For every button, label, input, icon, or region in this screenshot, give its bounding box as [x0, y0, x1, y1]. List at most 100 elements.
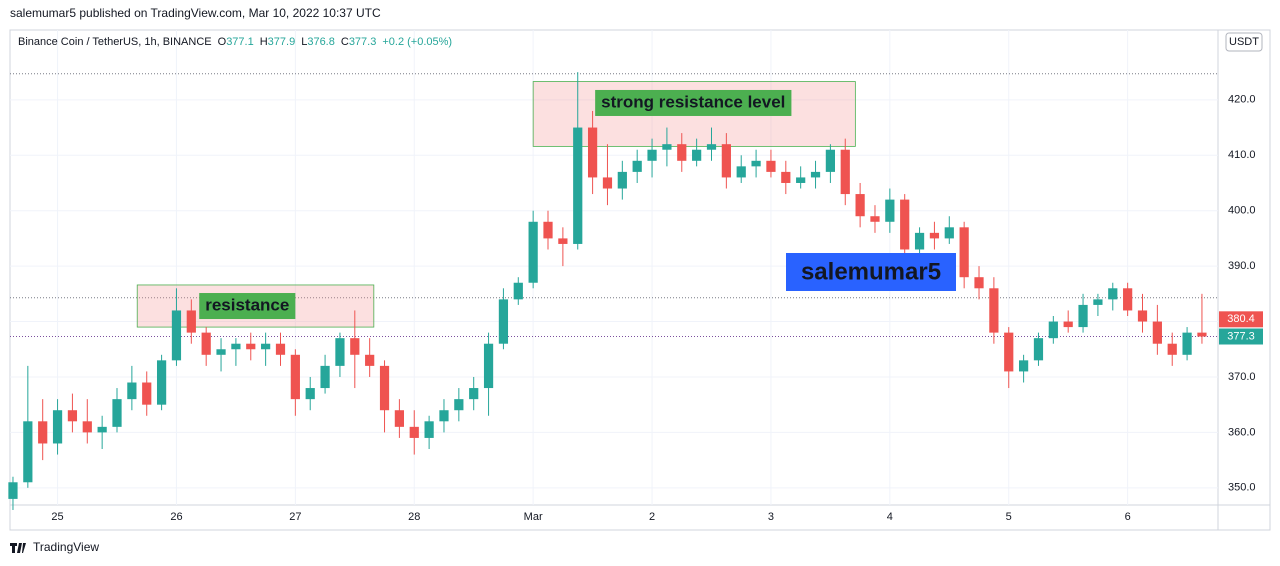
candle-body — [8, 482, 18, 499]
candle-body — [632, 160, 642, 172]
candle-body — [900, 199, 910, 250]
candle-body — [721, 144, 731, 178]
candle-body — [870, 216, 880, 222]
candle-body — [186, 310, 196, 333]
y-tick-label: 390.0 — [1228, 260, 1256, 272]
zone-label-box — [595, 89, 792, 116]
candle-body — [677, 144, 687, 161]
price-label-box — [1219, 328, 1263, 345]
candle-body — [290, 354, 300, 400]
legend-value: 376.8 — [307, 36, 335, 48]
candle-body — [1078, 304, 1088, 328]
y-tick-label: 350.0 — [1228, 482, 1256, 494]
candle-body — [52, 410, 63, 444]
candle-body — [112, 399, 122, 427]
candle-body — [1123, 288, 1133, 311]
zone-label: resistance — [205, 296, 289, 315]
x-tick-label: 6 — [1125, 511, 1131, 523]
y-tick-label: 410.0 — [1228, 149, 1256, 161]
currency: USDT — [1229, 36, 1259, 48]
legend-label: H — [260, 36, 268, 48]
legend-value: +0.2 (+0.05%) — [382, 36, 452, 48]
candle-body — [246, 343, 256, 350]
candle-body — [1033, 338, 1044, 361]
candle-body — [796, 177, 806, 183]
candle-body — [142, 382, 152, 405]
candle-body — [156, 360, 167, 405]
candle-body — [483, 343, 494, 389]
price-label: 377.3 — [1227, 330, 1255, 342]
candle-body — [647, 149, 657, 161]
candle-body — [885, 199, 895, 222]
candle-body — [662, 144, 672, 150]
footer-logo — [10, 543, 26, 553]
y-tick-label: 370.0 — [1228, 371, 1256, 383]
candle-body — [1048, 321, 1058, 339]
x-tick-label: 5 — [1006, 511, 1012, 523]
candle-body — [825, 149, 836, 172]
legend-label: C — [341, 36, 349, 48]
x-tick-label: 4 — [887, 511, 893, 523]
candle-body — [1182, 332, 1192, 355]
candle-body — [82, 421, 92, 433]
candle-body — [365, 354, 375, 366]
candle-body — [231, 343, 241, 350]
candle-body — [1108, 288, 1118, 300]
candle-body — [914, 232, 925, 250]
candle-body — [543, 221, 553, 239]
price-label-box — [1219, 311, 1263, 328]
candle-body — [409, 426, 419, 438]
watermark-box — [786, 253, 956, 291]
x-tick-label: 2 — [649, 511, 655, 523]
candle-body — [38, 421, 48, 444]
candle-body — [127, 382, 137, 400]
candle-body — [335, 338, 345, 366]
candle-body — [766, 160, 776, 172]
candle-body — [1004, 332, 1014, 372]
candle-body — [454, 399, 464, 411]
candle-body — [379, 365, 390, 411]
candle-body — [736, 166, 746, 178]
candle-body — [855, 194, 865, 217]
candle-body — [692, 149, 702, 161]
candle-body — [810, 171, 821, 178]
watermark: salemumar5 — [801, 258, 941, 285]
candle-body — [989, 288, 999, 333]
candle-body — [498, 299, 509, 344]
candle-body — [350, 338, 360, 355]
candle-body — [261, 343, 271, 350]
candle-body — [394, 410, 404, 427]
candle-body — [602, 177, 613, 189]
candle-body — [840, 149, 850, 195]
price-label: 380.4 — [1227, 313, 1255, 325]
candle-body — [1167, 343, 1177, 355]
candle-body — [573, 127, 583, 244]
footer: TradingView — [33, 540, 99, 554]
candle-body — [1197, 332, 1207, 337]
candle-body — [751, 160, 761, 167]
candle-body — [959, 227, 969, 278]
candle-body — [1137, 310, 1148, 322]
x-tick-label: 25 — [51, 511, 63, 523]
candle-body — [305, 388, 315, 400]
candle-body — [424, 421, 434, 438]
legend-label: O — [218, 36, 227, 48]
candle-body — [929, 232, 940, 239]
header: salemumar5 published on TradingView.com,… — [10, 6, 381, 20]
x-tick-label: 26 — [170, 511, 182, 523]
candle-body — [1063, 321, 1073, 328]
candle-body — [944, 227, 954, 239]
candle-body — [1018, 360, 1029, 372]
zone-label-box — [199, 293, 296, 320]
candle-body — [67, 410, 78, 422]
candle-body — [528, 221, 538, 283]
legend-value: 377.9 — [268, 36, 296, 48]
candle-body — [171, 310, 182, 361]
legend-label: L — [301, 36, 307, 48]
currency-box — [1225, 32, 1263, 52]
candle-body — [439, 410, 449, 422]
candle-body — [513, 282, 523, 300]
candle-body — [23, 421, 33, 483]
candle-body — [469, 388, 479, 400]
candle-body — [97, 426, 107, 433]
